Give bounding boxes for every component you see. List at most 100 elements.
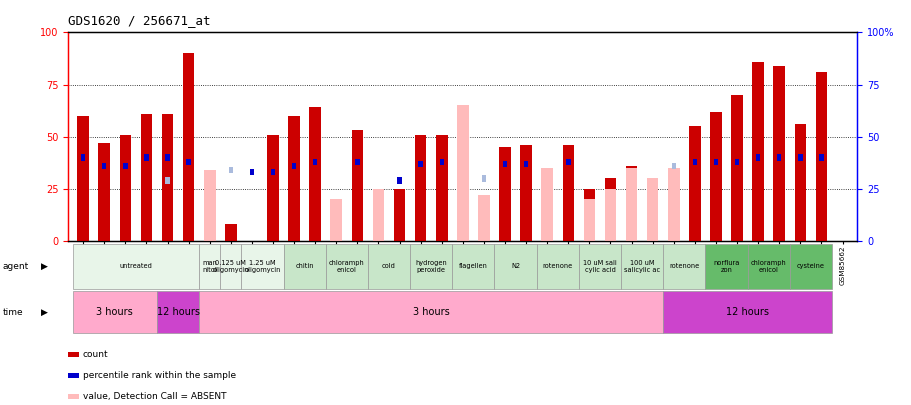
Text: agent: agent (3, 262, 29, 271)
Bar (689, 126, 700, 241)
Bar (583, 199, 595, 241)
Bar (691, 159, 696, 165)
Bar (182, 53, 194, 241)
Bar (81, 154, 86, 161)
Bar (704, 244, 747, 289)
Bar (646, 178, 658, 241)
Bar (123, 163, 128, 169)
Bar (330, 199, 342, 241)
Bar (354, 159, 359, 165)
Bar (102, 163, 107, 169)
Bar (98, 143, 110, 241)
Text: percentile rank within the sample: percentile rank within the sample (83, 371, 236, 380)
Bar (418, 161, 423, 167)
Bar (793, 124, 805, 241)
Bar (498, 147, 510, 241)
Bar (220, 244, 241, 289)
Bar (410, 244, 452, 289)
Text: norflura
zon: norflura zon (712, 260, 739, 273)
Bar (755, 154, 760, 161)
Text: GDS1620 / 256671_at: GDS1620 / 256671_at (68, 14, 210, 27)
Bar (283, 244, 325, 289)
Text: 12 hours: 12 hours (157, 307, 200, 317)
Bar (161, 114, 173, 241)
Bar (271, 169, 275, 175)
Text: 10 uM sali
cylic acid: 10 uM sali cylic acid (582, 260, 616, 273)
Bar (439, 159, 444, 165)
Bar (325, 244, 367, 289)
Bar (250, 169, 254, 175)
Text: 0.125 uM
oligomycin: 0.125 uM oligomycin (212, 260, 249, 273)
Bar (752, 62, 763, 241)
Bar (165, 154, 169, 161)
Bar (667, 168, 679, 241)
Text: 1.25 uM
oligomycin: 1.25 uM oligomycin (244, 260, 281, 273)
Bar (625, 166, 637, 241)
Bar (73, 291, 157, 333)
Bar (204, 170, 215, 241)
Bar (773, 66, 784, 241)
Bar (814, 72, 826, 241)
Bar (520, 145, 531, 241)
Bar (818, 154, 823, 161)
Text: 12 hours: 12 hours (725, 307, 768, 317)
Text: man
nitol: man nitol (202, 260, 217, 273)
Bar (536, 244, 578, 289)
Bar (73, 244, 199, 289)
Bar (292, 163, 296, 169)
Text: chitin: chitin (295, 263, 313, 269)
Bar (144, 154, 148, 161)
Bar (670, 163, 675, 169)
Bar (119, 134, 131, 241)
Text: ▶: ▶ (41, 308, 48, 317)
Text: time: time (3, 308, 24, 317)
Text: N2: N2 (510, 263, 519, 269)
Bar (373, 189, 384, 241)
Bar (578, 244, 620, 289)
Bar (477, 195, 489, 241)
Bar (199, 291, 662, 333)
Text: ▶: ▶ (41, 262, 48, 271)
Bar (312, 159, 317, 165)
Bar (452, 244, 494, 289)
Text: chloramph
enicol: chloramph enicol (329, 260, 364, 273)
Bar (288, 116, 300, 241)
Bar (566, 159, 570, 165)
Text: untreated: untreated (119, 263, 152, 269)
Bar (241, 244, 283, 289)
Text: cysteine: cysteine (796, 263, 824, 269)
Bar (435, 134, 447, 241)
Bar (747, 244, 789, 289)
Bar (494, 244, 536, 289)
Bar (186, 159, 190, 165)
Bar (583, 189, 595, 241)
Bar (225, 224, 236, 241)
Text: 100 uM
salicylic ac: 100 uM salicylic ac (623, 260, 660, 273)
Bar (367, 244, 410, 289)
Bar (165, 177, 169, 183)
Bar (662, 244, 704, 289)
Text: 3 hours: 3 hours (413, 307, 449, 317)
Text: chloramph
enicol: chloramph enicol (750, 260, 785, 273)
Bar (604, 178, 616, 241)
Text: count: count (83, 350, 108, 359)
Bar (604, 189, 616, 241)
Bar (541, 168, 552, 241)
Bar (562, 145, 574, 241)
Bar (620, 244, 662, 289)
Text: flagellen: flagellen (458, 263, 487, 269)
Bar (713, 159, 717, 165)
Bar (502, 161, 507, 167)
Bar (710, 112, 721, 241)
Text: cold: cold (382, 263, 395, 269)
Bar (731, 95, 742, 241)
Bar (394, 189, 404, 241)
Bar (734, 159, 739, 165)
Bar (523, 161, 527, 167)
Bar (415, 134, 426, 241)
Bar (797, 154, 802, 161)
Bar (776, 154, 781, 161)
Bar (625, 168, 637, 241)
Bar (662, 291, 831, 333)
Bar (397, 177, 402, 183)
